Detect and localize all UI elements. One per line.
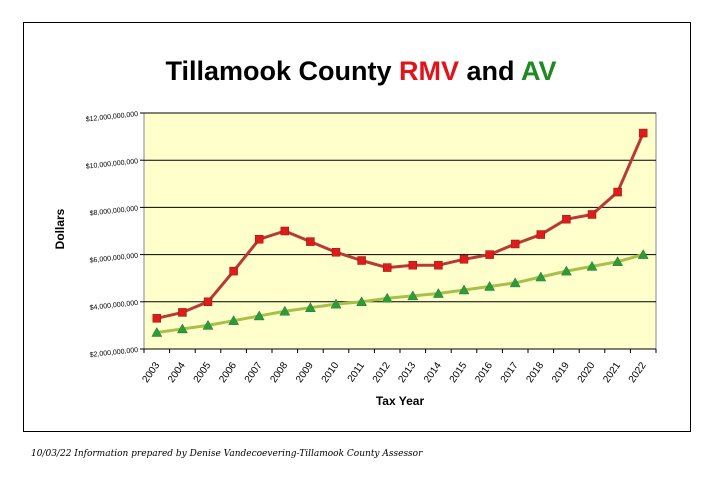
x-axis-title: Tax Year — [376, 394, 425, 408]
x-tick-label: 2016 — [473, 360, 495, 385]
av-point — [407, 290, 419, 301]
y-tick-label: $2,000,000,000 — [89, 347, 138, 359]
y-axis-title: Dollars — [53, 208, 67, 249]
footer-note: 10/03/22 Information prepared by Denise … — [31, 449, 423, 459]
av-point — [484, 280, 496, 291]
y-tick-label: $12,000,000,000 — [86, 111, 139, 123]
rmv-point — [434, 260, 443, 270]
av-series-line — [156, 253, 644, 334]
av-point — [202, 319, 214, 330]
rmv-point — [357, 256, 366, 265]
x-tick-label: 2020 — [576, 360, 598, 385]
y-tick-label: $10,000,000,000 — [86, 158, 139, 170]
x-tick-label: 2017 — [499, 360, 521, 385]
rmv-point — [254, 235, 264, 244]
rmv-point — [562, 214, 571, 224]
av-point — [560, 265, 572, 276]
title-middle: and — [459, 56, 522, 86]
av-point — [356, 296, 368, 307]
title-prefix: Tillamook County — [165, 56, 399, 86]
rmv-point — [331, 247, 341, 257]
av-point — [381, 292, 393, 303]
title-av: AV — [521, 56, 557, 86]
av-point — [304, 302, 316, 312]
x-tick-label: 2010 — [320, 360, 342, 385]
x-tick-label: 2021 — [601, 360, 623, 385]
rmv-point — [613, 187, 622, 197]
x-tick-label: 2022 — [627, 360, 649, 385]
av-point — [253, 310, 265, 321]
rmv-series-line — [156, 132, 645, 320]
rmv-point — [459, 255, 469, 264]
x-tick-label: 2008 — [268, 360, 290, 385]
av-point — [151, 326, 163, 337]
av-point — [330, 298, 342, 309]
x-tick-label: 2007 — [243, 360, 265, 385]
x-tick-label: 2014 — [422, 360, 444, 385]
rmv-point — [280, 226, 290, 236]
chart-title: Tillamook County RMV and AV — [0, 56, 722, 87]
rmv-point — [306, 237, 315, 246]
x-tick-label: 2019 — [550, 360, 572, 385]
x-tick-label: 2005 — [192, 360, 214, 385]
x-tick-label: 2003 — [140, 360, 162, 385]
x-tick-label: 2009 — [294, 360, 316, 385]
title-rmv: RMV — [399, 56, 459, 86]
plot-area — [143, 112, 657, 350]
x-tick-label: 2006 — [217, 360, 239, 385]
rmv-point — [152, 314, 162, 323]
x-tick-label: 2015 — [448, 360, 470, 385]
rmv-point — [536, 230, 546, 239]
rmv-point — [229, 266, 238, 276]
rmv-point — [382, 263, 392, 272]
x-tick-label: 2011 — [346, 360, 368, 384]
av-point — [586, 260, 598, 271]
rmv-point — [485, 250, 494, 259]
av-point — [176, 323, 188, 334]
rmv-point — [178, 308, 187, 317]
av-point — [637, 249, 649, 259]
av-point — [228, 315, 240, 325]
rmv-point — [638, 128, 648, 138]
av-point — [509, 277, 521, 288]
y-tick-label: $4,000,000,000 — [89, 300, 138, 312]
rmv-point — [203, 297, 213, 307]
x-tick-label: 2018 — [524, 360, 546, 385]
x-tick-label: 2012 — [371, 360, 393, 385]
y-tick-label: $6,000,000,000 — [89, 253, 138, 265]
x-tick-label: 2004 — [166, 360, 188, 385]
rmv-point — [510, 239, 520, 249]
rmv-point — [408, 260, 418, 270]
av-point — [535, 271, 547, 282]
av-point — [432, 288, 444, 298]
av-point — [612, 256, 624, 266]
x-tick-label: 2013 — [396, 360, 418, 385]
y-tick-label: $8,000,000,000 — [89, 205, 138, 217]
av-point — [458, 284, 470, 295]
av-point — [279, 305, 291, 316]
rmv-point — [587, 210, 597, 219]
